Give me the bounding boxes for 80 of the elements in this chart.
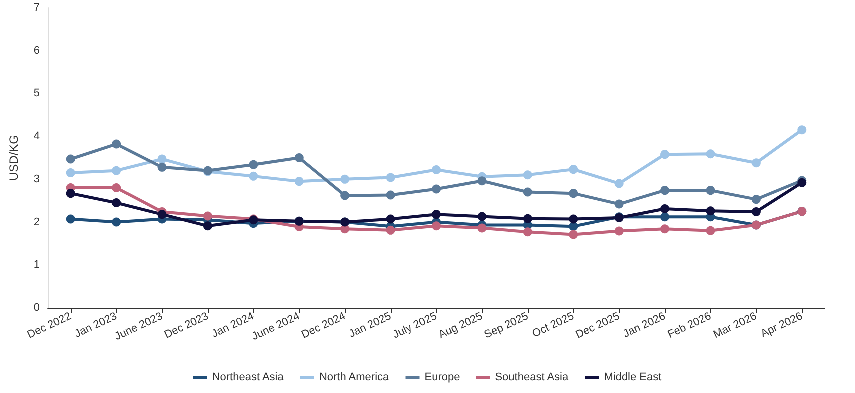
point xyxy=(569,165,578,174)
point xyxy=(158,210,167,220)
point xyxy=(752,158,761,168)
y-tick-label: 7 xyxy=(34,2,40,14)
point xyxy=(478,224,487,233)
point xyxy=(432,222,441,231)
point xyxy=(294,177,304,186)
point xyxy=(66,154,76,164)
point xyxy=(249,172,258,181)
point xyxy=(478,176,487,186)
point xyxy=(614,226,624,236)
point xyxy=(523,228,532,237)
y-tick-label: 4 xyxy=(34,130,40,143)
point xyxy=(660,150,670,160)
point xyxy=(386,226,396,235)
y-tick-label: 2 xyxy=(34,216,40,228)
point xyxy=(158,162,167,172)
point xyxy=(294,154,304,162)
x-tick-label: Sep 2025 xyxy=(482,310,530,342)
point xyxy=(432,210,441,220)
legend-label: Middle East xyxy=(604,372,662,384)
point xyxy=(158,154,167,164)
legend-label: Northeast Asia xyxy=(212,372,285,384)
y-tick-label: 6 xyxy=(34,44,40,57)
point xyxy=(706,150,716,159)
point xyxy=(340,174,350,184)
point xyxy=(112,218,122,227)
x-tick-label: Jan 2025 xyxy=(347,310,394,341)
x-tick-label: Jan 2026 xyxy=(622,310,668,341)
point xyxy=(523,188,532,197)
point xyxy=(798,126,807,135)
point xyxy=(660,204,670,214)
point xyxy=(112,140,122,149)
point xyxy=(432,166,441,174)
x-tick-label: Dec 2025 xyxy=(574,310,622,342)
legend-label: Europe xyxy=(424,372,460,384)
x-tick-label: Dec 2024 xyxy=(300,310,348,342)
x-tick-label: July 2025 xyxy=(391,310,440,342)
point xyxy=(569,214,578,224)
point xyxy=(112,198,122,208)
y-axis-title: USD/KG xyxy=(7,134,21,182)
y-tick-label: 5 xyxy=(34,88,40,100)
point xyxy=(569,230,578,240)
point xyxy=(660,224,670,234)
point xyxy=(706,206,716,216)
point xyxy=(569,189,578,198)
point xyxy=(203,212,212,221)
point xyxy=(660,186,670,196)
point xyxy=(66,189,76,198)
point xyxy=(432,184,441,194)
x-tick-label: Feb 2026 xyxy=(666,310,714,342)
point xyxy=(340,191,350,200)
point xyxy=(752,208,761,216)
point xyxy=(614,179,624,188)
y-tick-label: 1 xyxy=(34,259,40,272)
point xyxy=(523,214,532,224)
point xyxy=(752,195,761,204)
point xyxy=(249,160,258,170)
point xyxy=(112,184,122,192)
x-tick-label: Aug 2025 xyxy=(437,310,485,342)
y-tick-label: 3 xyxy=(34,173,40,186)
point xyxy=(660,212,670,222)
x-tick-label: Mar 2026 xyxy=(712,310,759,342)
point xyxy=(386,173,396,182)
point xyxy=(112,166,122,176)
point xyxy=(478,212,487,222)
x-tick-label: Dec 2023 xyxy=(162,310,211,342)
point xyxy=(706,186,716,196)
x-tick-label: Oct 2025 xyxy=(530,310,576,340)
point xyxy=(523,170,532,180)
legend-label: Southeast Asia xyxy=(495,372,570,384)
point xyxy=(386,190,396,200)
point xyxy=(203,222,212,231)
point xyxy=(66,168,76,178)
point xyxy=(386,214,396,224)
point xyxy=(66,214,76,224)
point xyxy=(706,226,716,236)
legend-label: North America xyxy=(319,372,390,384)
x-tick-label: Apr 2026 xyxy=(759,310,805,340)
point xyxy=(614,200,624,209)
